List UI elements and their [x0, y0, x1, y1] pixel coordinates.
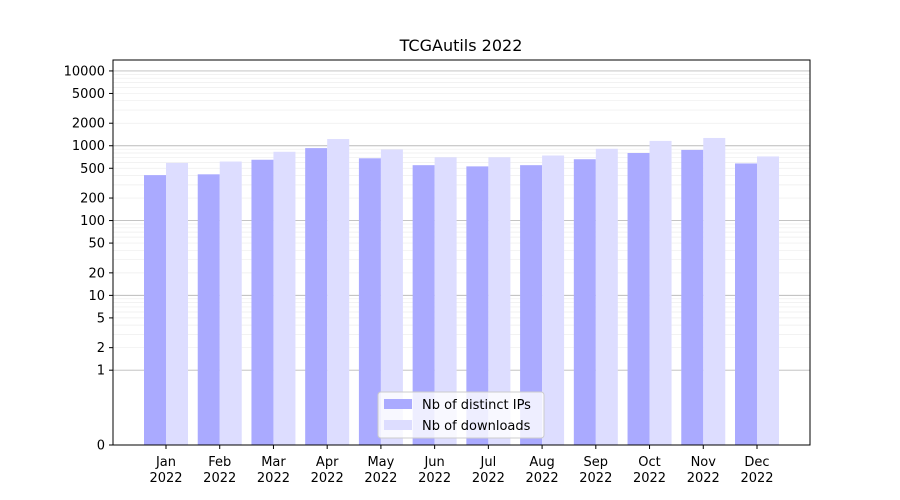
bar-distinct-ips [466, 166, 489, 445]
bar-distinct-ips [627, 152, 650, 445]
y-tick-label: 10000 [64, 64, 105, 79]
bar-distinct-ips [144, 175, 166, 445]
chart-title: TCGAutils 2022 [399, 36, 523, 55]
legend-label-distinct-ips: Nb of distinct IPs [422, 398, 531, 413]
x-tick-label: Apr 2022 [311, 455, 344, 486]
y-tick-label: 200 [80, 192, 105, 207]
bar-downloads [542, 155, 565, 445]
y-tick-label: 2000 [72, 117, 105, 132]
bar-downloads [649, 140, 672, 445]
bar-distinct-ips [251, 159, 274, 445]
legend-swatch-downloads [384, 420, 412, 430]
x-tick-label: Oct 2022 [633, 455, 666, 486]
bar-distinct-ips [735, 163, 757, 445]
x-tick-label: Mar 2022 [257, 455, 290, 486]
bar-downloads [595, 148, 618, 446]
y-tick-label: 100 [80, 214, 105, 229]
y-tick-label: 1 [97, 364, 105, 379]
y-tick-label: 2 [97, 341, 105, 356]
bar-distinct-ips [358, 158, 381, 445]
bar-downloads [757, 156, 779, 445]
y-tick-label: 10 [88, 289, 105, 304]
bar-distinct-ips [573, 159, 596, 445]
y-tick-label: 5000 [72, 87, 105, 102]
bar-downloads [219, 161, 242, 445]
y-tick-label: 5 [97, 311, 105, 326]
y-axis: 0 1 2 5 10 20 50 100 200 500 1000 2000 5000 10000 [64, 64, 113, 454]
x-tick-label: Feb 2022 [203, 455, 236, 486]
x-tick-label: Sep 2022 [579, 455, 612, 486]
bar-downloads [166, 162, 188, 445]
bar-downloads [327, 139, 350, 445]
x-tick-label: Jan 2022 [149, 455, 182, 486]
bar-downloads [488, 157, 511, 445]
x-tick-label: Dec 2022 [740, 455, 773, 486]
x-axis: Jan 2022 Feb 2022 Mar 2022 Apr 2022 May 2022 Jun 20… [149, 445, 774, 486]
legend-label-downloads: Nb of downloads [422, 419, 531, 434]
bar-distinct-ips [305, 148, 328, 445]
y-tick-label: 0 [97, 439, 105, 454]
y-tick-label: 500 [80, 162, 105, 177]
x-tick-label: Aug 2022 [526, 455, 559, 486]
bar-downloads [434, 157, 457, 445]
y-tick-label: 20 [88, 266, 105, 281]
bar-downloads [380, 149, 403, 445]
legend-swatch-distinct-ips [384, 399, 412, 409]
bar-distinct-ips [681, 149, 704, 445]
legend-box [377, 391, 545, 439]
x-tick-label: Nov 2022 [687, 455, 720, 486]
y-tick-label: 1000 [72, 139, 105, 154]
bar-distinct-ips [412, 165, 435, 445]
y-tick-label: 50 [88, 237, 105, 252]
x-tick-label: Jul 2022 [472, 455, 505, 486]
x-tick-label: Jun 2022 [418, 455, 451, 486]
bar-distinct-ips [197, 174, 220, 446]
plot-frame [112, 59, 811, 446]
legend: Nb of distinct IPs Nb of downloads [377, 391, 545, 439]
bars [144, 137, 779, 446]
bar-downloads [703, 137, 726, 445]
x-tick-label: May 2022 [364, 455, 397, 486]
bar-distinct-ips [520, 165, 543, 445]
bar-downloads [273, 151, 296, 446]
